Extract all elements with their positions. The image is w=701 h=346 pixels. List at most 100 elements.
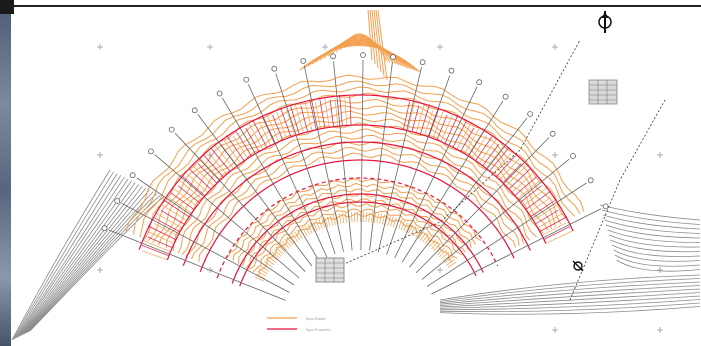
hatch-tick [315,102,321,129]
hatch-tick [422,233,429,243]
hatch-tick [535,209,559,225]
hatch-tick [410,225,417,235]
section-marker [549,130,556,137]
contour-line [613,249,701,262]
grid-cross [97,152,103,158]
original-ground-contour [315,40,409,69]
hatch-tick [257,270,267,277]
grid-cross [657,267,663,273]
hatch-tick [318,219,323,229]
cross-section-line [386,75,451,255]
road-plan-drawing: Topo Existe Topo Proyecto [11,9,701,341]
hatch-tick [514,176,537,196]
hatch-tick [155,212,183,229]
hatch-tick [338,213,342,224]
original-ground-contour [331,36,397,65]
hatch-tick [373,212,376,223]
hatch-tick [368,212,370,223]
grid-cross [657,152,663,158]
hatch-tick [464,128,480,154]
hatch-tick [442,254,451,262]
hatch-tick [379,213,382,224]
contour-line [24,189,150,334]
cross-section-line [394,86,478,259]
hatch-tick [417,230,424,240]
grid-cross [437,267,443,273]
contour-line [616,259,701,272]
section-marker [587,177,594,184]
hatch-tick [273,249,282,257]
original-ground-contour [343,33,388,62]
original-ground-contour [125,74,585,232]
original-ground-contour [181,134,530,256]
hatch-tick [528,197,551,214]
hatch-tick [262,117,276,144]
existing-contours-left [11,169,165,341]
original-ground-contour [375,9,385,77]
contour-line [439,306,701,315]
original-ground-contour [245,198,466,269]
cross-section-line [333,61,353,251]
hatch-tick [307,224,313,234]
grid-cross [207,267,213,273]
grid-cross [97,44,103,50]
design-line [239,201,477,287]
contour-line [26,191,154,334]
embankment-hatching [141,94,575,282]
hatch-tick [286,236,294,246]
cross-section-line [109,229,286,301]
grid-cross [552,152,558,158]
hatch-tick [276,111,288,139]
hatch-tick [187,174,209,193]
hatch-tick [256,273,266,280]
hatch-tick [147,225,177,241]
hatch-tick [530,200,556,217]
grid-cross [552,44,558,50]
hatch-tick [154,217,181,233]
section-marker [360,52,366,58]
hatch-tick [315,220,321,230]
centerline-symbol-icon [572,260,584,272]
hatch-tick [324,217,328,228]
hatch-tick [334,97,339,127]
contour-line [28,194,161,332]
hatch-tick [202,153,224,178]
hatch-tick [252,119,268,148]
hatch-tick [271,251,280,259]
hatch-tick [300,105,309,132]
section-marker [147,148,154,155]
cross-section-line [174,132,306,272]
hatch-tick [420,104,430,135]
contour-line [439,292,701,308]
hatch-tick [177,185,200,203]
hatch-tick [254,276,264,282]
hatch-tick [275,246,284,255]
hatch-tick [259,268,268,275]
hatch-tick [460,127,475,152]
original-ground-contour [232,182,477,261]
existing-contours-right [439,204,701,315]
hatch-tick [269,253,278,261]
hatch-tick [272,114,284,141]
cross-section-line [377,67,422,253]
contour-line [614,254,701,267]
hatch-tick [321,218,326,229]
hatch-tick [447,261,457,268]
hatch-tick [492,153,511,175]
hatch-tick [384,215,388,226]
hatch-tick [161,210,185,225]
section-marker [419,59,426,66]
hatch-tick [539,216,568,232]
hatch-tick [179,180,203,200]
contour-line [439,274,701,301]
design-line [231,193,484,284]
design-alignment-lines [138,94,574,287]
contour-line [21,184,140,336]
hatch-tick [522,188,547,207]
contour-line [439,278,701,302]
hatch-tick [277,244,286,253]
design-line [166,124,547,261]
contour-line [29,196,165,332]
original-ground-contour [252,208,458,273]
contour-line [611,244,701,257]
